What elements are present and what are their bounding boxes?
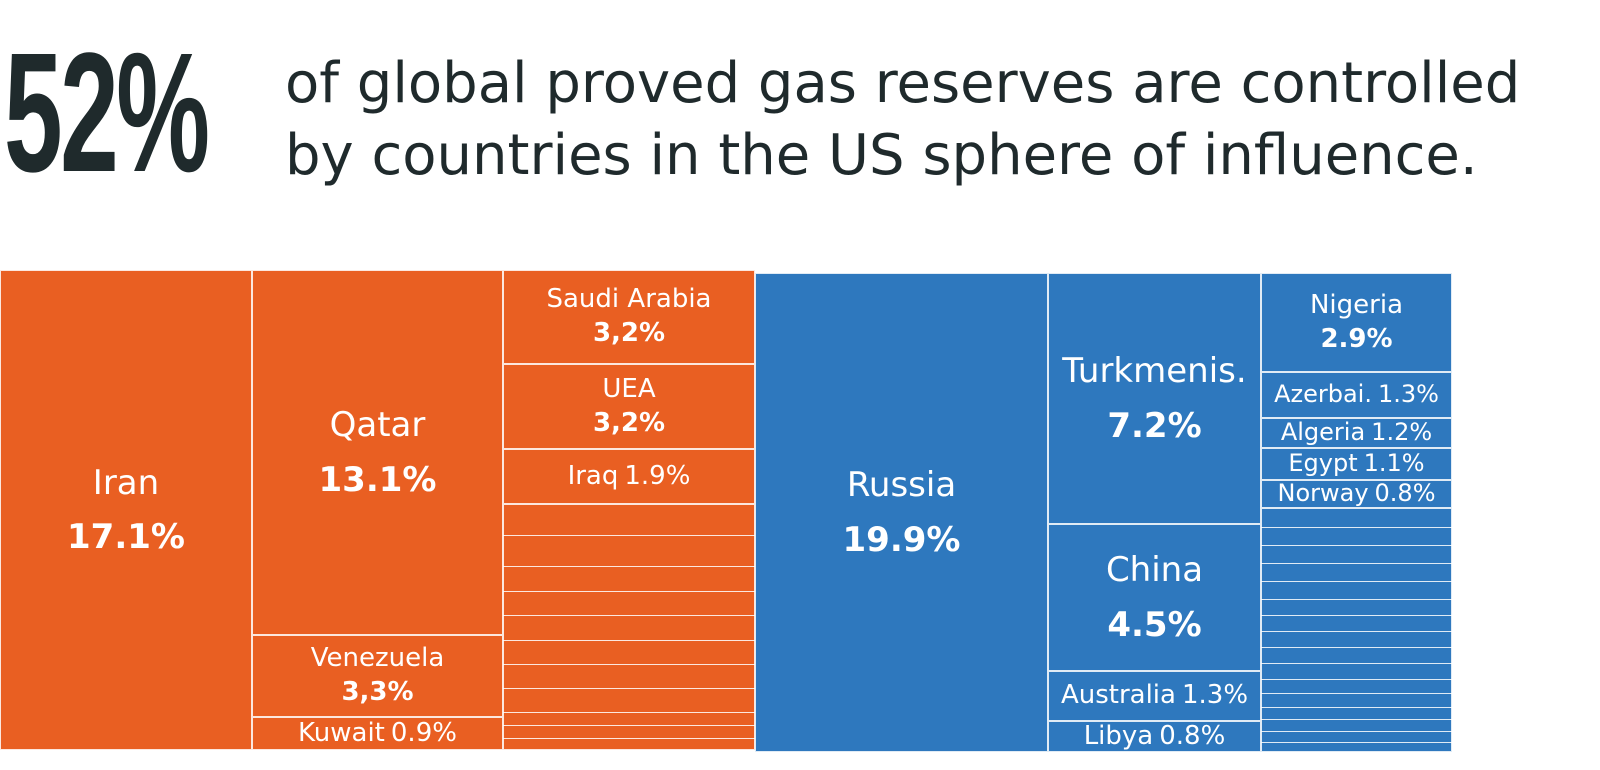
cell-value: 1.3% (1181, 680, 1249, 711)
cell-value: 17.1% (67, 517, 185, 557)
cell-value: 1.2% (1371, 418, 1433, 447)
divider (1261, 647, 1452, 648)
divider (1261, 719, 1452, 720)
cell-name: Iran (92, 462, 160, 503)
cell-value: 13.1% (318, 459, 437, 500)
cell-name: Saudi Arabia (546, 284, 712, 315)
divider (1261, 615, 1452, 616)
divider (1261, 693, 1452, 694)
cell-name: Kuwait (298, 717, 385, 748)
cell-name: China (1105, 550, 1204, 591)
treemap-cell: Saudi Arabia 3,2% (503, 270, 755, 364)
cell-name: Egypt (1288, 449, 1358, 478)
divider (503, 725, 755, 726)
treemap-cell: Egypt 1.1% (1261, 448, 1452, 480)
cell-name: Norway (1277, 479, 1369, 508)
divider (503, 615, 755, 616)
treemap-cell: Venezuela 3,3% (252, 635, 503, 717)
cell-value: 1.1% (1363, 449, 1425, 478)
treemap-cell: Azerbai. 1.3% (1261, 372, 1452, 418)
divider (1261, 581, 1452, 582)
divider (1261, 707, 1452, 708)
cell-value: 1.3% (1377, 380, 1439, 409)
cell-name: Qatar (329, 405, 426, 446)
treemap-cell: Australia 1.3% (1048, 671, 1261, 721)
other-block (503, 504, 755, 750)
cell-name: Libya (1083, 720, 1154, 751)
divider (1261, 742, 1452, 743)
cell-value: 4.5% (1107, 604, 1202, 645)
cell-name: Venezuela (310, 643, 445, 674)
cell-name: Australia (1060, 680, 1176, 711)
divider (1261, 731, 1452, 732)
treemap-cell: Kuwait 0.9% (252, 717, 503, 750)
divider (1261, 679, 1452, 680)
treemap-cell: Algeria 1.2% (1261, 418, 1452, 448)
cell-value: 1.9% (624, 460, 691, 491)
cell-name: Russia (846, 465, 957, 506)
cell-value: 7.2% (1107, 405, 1202, 446)
cell-value: 3,3% (341, 677, 414, 707)
cell-value: 3,2% (592, 407, 666, 438)
treemap-cell: Russia 19.9% (755, 273, 1048, 752)
treemap-cell: Nigeria 2.9% (1261, 273, 1452, 372)
divider (1261, 599, 1452, 600)
cell-name: UEA (602, 373, 656, 404)
cell-value: 19.9% (842, 519, 961, 560)
divider (1261, 663, 1452, 664)
divider (503, 664, 755, 665)
divider (1261, 563, 1452, 564)
cell-name: Azerbai. (1274, 380, 1372, 409)
divider (503, 566, 755, 567)
cell-value: 0.8% (1159, 720, 1226, 751)
headline-text: of global proved gas reserves are contro… (285, 51, 1521, 188)
cell-value: 3,2% (592, 318, 666, 348)
treemap-cell: Qatar 13.1% (252, 270, 503, 635)
headline-number: 52% (4, 18, 210, 208)
treemap-cell: China 4.5% (1048, 524, 1261, 671)
cell-value: 0.8% (1374, 479, 1436, 508)
divider (503, 591, 755, 592)
treemap-cell: Turkmenis. 7.2% (1048, 273, 1261, 524)
treemap-cell: Iraq 1.9% (503, 449, 755, 504)
treemap-cell: Norway 0.8% (1261, 479, 1452, 508)
divider (503, 688, 755, 689)
treemap-cell: UEA 3,2% (503, 364, 755, 449)
divider (503, 535, 755, 536)
divider (503, 640, 755, 641)
divider (1261, 545, 1452, 546)
cell-name: Algeria (1280, 418, 1366, 447)
cell-name: Turkmenis. (1062, 351, 1247, 392)
divider (503, 738, 755, 739)
divider (1261, 527, 1452, 528)
cell-value: 2.9% (1320, 323, 1393, 354)
treemap-cell: Libya 0.8% (1048, 721, 1261, 752)
cell-name: Iraq (567, 460, 619, 491)
other-block (1261, 508, 1452, 752)
divider (503, 712, 755, 713)
divider (1261, 631, 1452, 632)
cell-name: Nigeria (1309, 289, 1404, 320)
cell-value: 0.9% (390, 717, 457, 748)
treemap-cell: Iran 17.1% (0, 270, 252, 750)
